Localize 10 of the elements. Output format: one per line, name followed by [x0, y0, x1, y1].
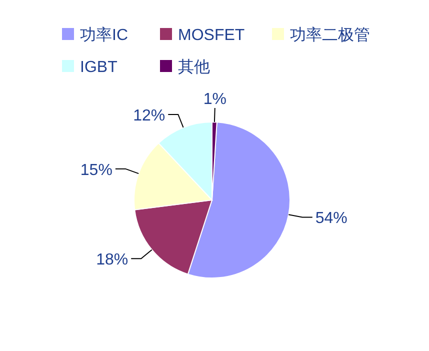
legend-label: 功率二极管 [290, 26, 370, 44]
data-label: 12% [133, 107, 166, 124]
legend-label: IGBT [80, 59, 118, 76]
data-label: 54% [315, 210, 348, 228]
legend-label: 其他 [178, 58, 210, 76]
data-label: 1% [203, 91, 226, 108]
legend-label: MOSFET [178, 27, 245, 44]
data-label: 15% [80, 162, 112, 179]
legend-label: 功率IC [80, 26, 128, 44]
data-label: 18% [96, 252, 128, 269]
